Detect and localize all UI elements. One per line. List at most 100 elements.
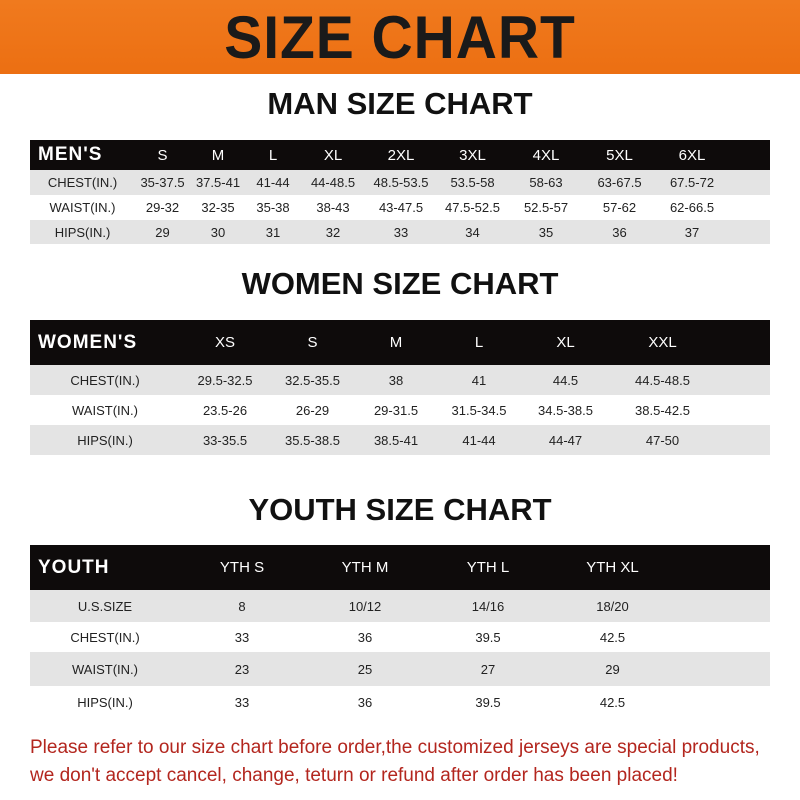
- table-cell: 14/16: [471, 598, 505, 614]
- table-cell: 8: [238, 598, 246, 614]
- table-cell: 33: [393, 224, 409, 240]
- table-cell: 38.5-42.5: [635, 402, 690, 418]
- row-label: CHEST(IN.): [70, 372, 140, 388]
- table-cell: 35-37.5: [140, 175, 185, 190]
- column-header: 5XL: [606, 146, 633, 164]
- table-cell: 42.5: [599, 629, 626, 645]
- table-row: HIPS(IN.) 33 36 39.5 42.5: [30, 686, 770, 718]
- table-cell: 29.5-32.5: [197, 372, 253, 388]
- table-cell: 44.5: [552, 372, 579, 388]
- table-cell: 44.5-48.5: [635, 372, 690, 388]
- table-cell: 36: [357, 694, 373, 710]
- table-cell: 34: [465, 224, 480, 240]
- women-size-table: WOMEN'S XS S M L XL XXL CHEST(IN.) 29.5-32.5 32.5…: [30, 320, 770, 455]
- table-row: CHEST(IN.) 35-37.5 37.5-41 41-44 44-48.5 48.5…: [30, 170, 770, 195]
- column-header: S: [307, 334, 318, 351]
- table-cell: 62-66.5: [669, 200, 715, 215]
- column-header: YTH L: [466, 559, 510, 576]
- table-cell: 29-31.5: [373, 402, 419, 418]
- header-row: YOUTH YTH S YTH M YTH L YTH XL: [30, 545, 770, 590]
- table-cell: 38-43: [316, 200, 350, 215]
- notice-line-2: we don't accept cancel, change, teturn o…: [30, 765, 678, 786]
- header-row: WOMEN'S XS S M L XL XXL: [30, 320, 770, 365]
- table-cell: 33: [234, 694, 250, 710]
- men-size-table: MEN'S S M L XL 2XL 3XL 4XL 5XL 6XL CHEST(IN.) 35-37…: [30, 140, 770, 244]
- table-cell: 35-38: [256, 200, 290, 215]
- size-chart-banner: SIZE CHART: [0, 0, 800, 74]
- column-header: YTH XL: [586, 559, 639, 576]
- youth-size-table: YOUTH YTH S YTH M YTH L YTH XL U.S.SIZE 8 10/12…: [30, 545, 770, 718]
- table-cell: 30: [210, 224, 226, 240]
- table-cell: 32: [325, 224, 341, 240]
- column-header: 4XL: [532, 146, 560, 164]
- column-header: XL: [323, 146, 343, 164]
- table-row: WAIST(IN.) 23 25 27 29: [30, 652, 770, 686]
- row-label: HIPS(IN.): [54, 224, 111, 240]
- men-section-title: MAN SIZE CHART: [267, 86, 533, 121]
- column-header: M: [389, 334, 403, 351]
- table-cell: 36: [612, 224, 627, 240]
- table-cell: 47.5-52.5: [445, 200, 500, 215]
- table-row: CHEST(IN.) 33 36 39.5 42.5: [30, 622, 770, 652]
- table-cell: 39.5: [475, 694, 501, 710]
- table-cell: 57-62: [602, 200, 637, 215]
- column-header: L: [268, 146, 278, 164]
- row-label: CHEST(IN.): [70, 629, 140, 645]
- notice-line-1: Please refer to our size chart before or…: [30, 737, 760, 758]
- row-label: CHEST(IN.): [47, 175, 118, 190]
- youth-section-title: YOUTH SIZE CHART: [248, 492, 552, 527]
- column-header: XXL: [648, 334, 677, 351]
- table-cell: 32-35: [201, 200, 235, 215]
- table-cell: 29-32: [145, 200, 180, 215]
- row-label: U.S.SIZE: [77, 598, 133, 614]
- header-label: YOUTH: [38, 556, 110, 578]
- table-cell: 26-29: [295, 402, 330, 418]
- table-row: WAIST(IN.) 23.5-26 26-29 29-31.5 31.5-34.5 34…: [30, 395, 770, 425]
- column-header: S: [157, 146, 168, 164]
- table-cell: 47-50: [645, 432, 680, 448]
- table-cell: 33-35.5: [202, 432, 248, 448]
- table-cell: 34.5-38.5: [538, 402, 593, 418]
- table-cell: 18/20: [596, 598, 629, 614]
- table-cell: 48.5-53.5: [373, 175, 429, 190]
- table-cell: 29: [155, 224, 170, 240]
- table-cell: 10/12: [348, 598, 382, 614]
- header-label: MEN'S: [38, 144, 103, 165]
- table-cell: 38.5-41: [373, 432, 419, 448]
- column-header: 3XL: [459, 146, 486, 164]
- table-cell: 41: [471, 372, 487, 388]
- table-cell: 35.5-38.5: [285, 432, 340, 448]
- row-label: HIPS(IN.): [77, 432, 133, 448]
- table-cell: 41-44: [256, 175, 290, 190]
- table-cell: 37: [684, 224, 700, 240]
- header-label: WOMEN'S: [38, 331, 138, 353]
- row-label: HIPS(IN.): [77, 694, 133, 710]
- table-cell: 41-44: [462, 432, 496, 448]
- column-header: L: [474, 334, 484, 351]
- table-cell: 32.5-35.5: [285, 372, 340, 388]
- table-cell: 35: [538, 224, 554, 240]
- table-row: HIPS(IN.) 33-35.5 35.5-38.5 38.5-41 41-44 44-…: [30, 425, 770, 455]
- column-header: XS: [214, 334, 235, 351]
- table-cell: 63-67.5: [597, 175, 642, 190]
- table-row: WAIST(IN.) 29-32 32-35 35-38 38-43 43-47.5 47.…: [30, 195, 770, 220]
- table-cell: 38: [388, 372, 404, 388]
- table-cell: 23: [234, 661, 250, 677]
- column-header: 6XL: [678, 146, 706, 164]
- table-cell: 31: [265, 224, 281, 240]
- table-cell: 29: [605, 661, 620, 677]
- table-cell: 25: [357, 661, 373, 677]
- table-row: HIPS(IN.) 29 30 31 32 33 34 35 36 37: [30, 220, 770, 244]
- header-row: MEN'S S M L XL 2XL 3XL 4XL 5XL 6XL: [30, 140, 770, 170]
- table-row: U.S.SIZE 8 10/12 14/16 18/20: [30, 590, 770, 622]
- table-cell: 43-47.5: [378, 200, 424, 215]
- row-label: WAIST(IN.): [72, 661, 138, 677]
- table-row: CHEST(IN.) 29.5-32.5 32.5-35.5 38 41 44.5 44.5…: [30, 365, 770, 395]
- table-cell: 31.5-34.5: [451, 402, 507, 418]
- column-header: YTH S: [219, 559, 265, 576]
- column-header: M: [211, 146, 225, 164]
- table-cell: 37.5-41: [195, 175, 241, 190]
- table-cell: 42.5: [599, 694, 626, 710]
- table-cell: 58-63: [529, 175, 563, 190]
- table-cell: 27: [480, 661, 496, 677]
